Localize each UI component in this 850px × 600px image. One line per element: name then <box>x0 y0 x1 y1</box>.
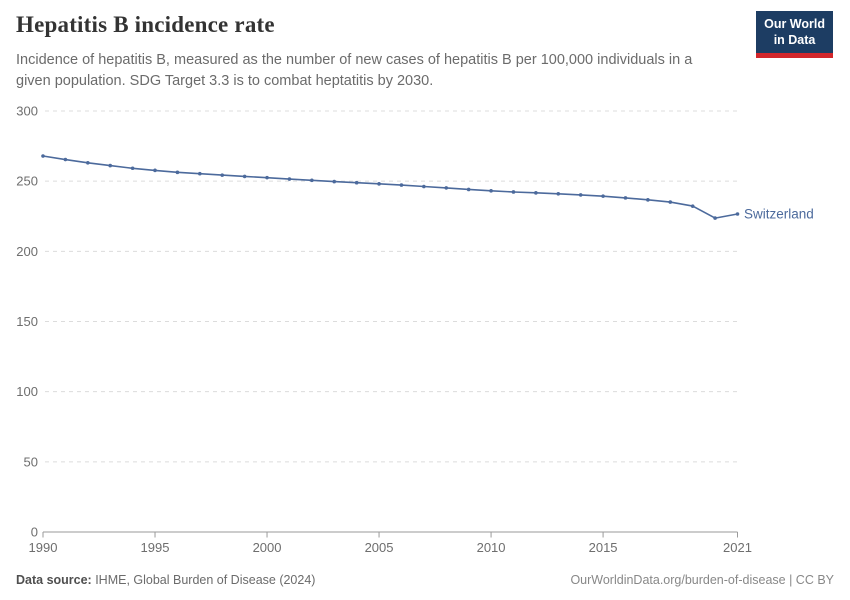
x-tick-label-1995: 1995 <box>141 540 170 555</box>
page-title: Hepatitis B incidence rate <box>16 12 275 37</box>
data-point-1991 <box>63 157 68 162</box>
data-point-2021 <box>735 212 740 216</box>
x-tick-label-2021: 2021 <box>723 540 752 555</box>
y-tick-label-0: 0 <box>31 525 38 540</box>
y-tick-label-300: 300 <box>16 104 38 119</box>
data-point-2008 <box>444 186 449 190</box>
data-point-2020 <box>713 216 717 220</box>
x-tick-label-2015: 2015 <box>589 540 618 555</box>
data-point-1995 <box>153 168 157 173</box>
data-point-2010 <box>489 189 493 193</box>
data-point-1994 <box>130 166 135 171</box>
y-tick-label-250: 250 <box>16 174 38 189</box>
data-point-1992 <box>86 160 90 165</box>
data-point-2013 <box>556 191 561 196</box>
data-point-2016 <box>623 196 628 200</box>
owid-logo-line1: Our World <box>764 17 825 31</box>
data-point-2002 <box>310 178 314 183</box>
owid-logo-line2: in Data <box>773 33 816 48</box>
data-point-2001 <box>287 177 292 181</box>
data-point-2004 <box>354 180 359 185</box>
y-tick-label-50: 50 <box>24 454 38 469</box>
data-source-note: Data source: IHME, Global Burden of Dise… <box>16 573 315 587</box>
data-point-2017 <box>646 198 650 202</box>
series-line-switzerland <box>42 155 739 219</box>
data-source-text: IHME, Global Burden of Disease (2024) <box>91 573 316 587</box>
data-point-1998 <box>220 173 225 177</box>
owid-license-link[interactable]: OurWorldinData.org/burden-of-disease | C… <box>570 573 834 587</box>
x-tick-label-2005: 2005 <box>365 540 394 555</box>
data-point-2009 <box>466 187 471 192</box>
data-point-2005 <box>377 182 381 186</box>
data-point-2000 <box>265 175 269 180</box>
data-point-1990 <box>41 154 45 158</box>
data-point-2003 <box>332 179 337 184</box>
y-tick-label-100: 100 <box>16 384 38 399</box>
data-point-1996 <box>175 170 180 175</box>
x-tick-label-2010: 2010 <box>477 540 506 555</box>
x-tick-label-1990: 1990 <box>29 540 58 555</box>
data-point-2019 <box>690 204 695 208</box>
data-point-1993 <box>108 163 113 168</box>
y-tick-label-150: 150 <box>16 314 38 329</box>
y-tick-label-200: 200 <box>16 244 38 259</box>
owid-logo[interactable]: Our World in Data <box>756 11 833 58</box>
data-point-2007 <box>422 184 426 189</box>
chart-subtitle: Incidence of hepatitis B, measured as th… <box>16 52 693 89</box>
data-point-2015 <box>601 194 605 198</box>
data-point-2011 <box>511 190 516 194</box>
data-point-1999 <box>242 174 247 179</box>
data-point-2014 <box>578 193 583 197</box>
data-point-2018 <box>668 200 673 204</box>
data-point-2012 <box>534 191 538 195</box>
data-point-2006 <box>399 183 404 187</box>
data-point-1997 <box>198 171 202 176</box>
series-label-switzerland: Switzerland <box>744 207 814 222</box>
x-tick-label-2000: 2000 <box>253 540 282 555</box>
data-source-label: Data source: <box>16 573 92 587</box>
